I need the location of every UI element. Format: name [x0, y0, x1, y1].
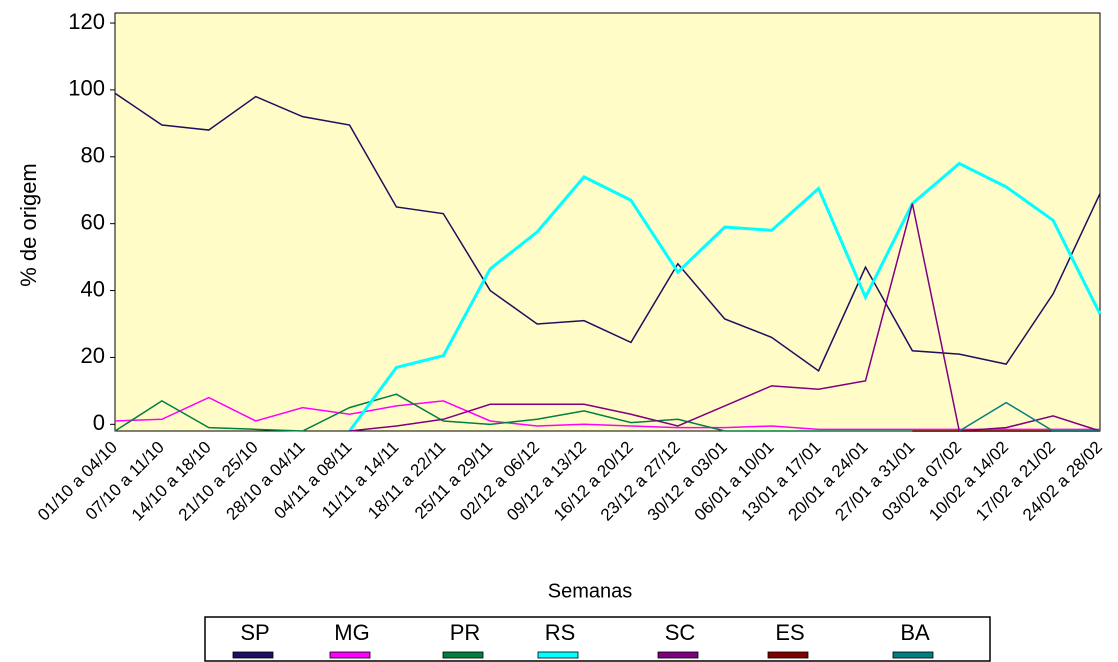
y-tick-label: 120: [68, 9, 105, 34]
legend-label: SP: [240, 620, 269, 645]
legend-swatch: [442, 651, 484, 659]
legend-label: SC: [665, 620, 696, 645]
legend-label: MG: [334, 620, 369, 645]
series-line: [114, 396, 1100, 431]
y-axis-label: % de origem: [16, 163, 41, 287]
legend-swatch: [537, 651, 579, 659]
y-tick-label: 60: [81, 209, 105, 234]
y-tick-label: 80: [81, 143, 105, 168]
series-line: [958, 401, 1100, 432]
y-tick-label: 100: [68, 76, 105, 101]
legend-swatch: [767, 651, 809, 659]
y-tick-label: 20: [81, 343, 105, 368]
legend-box: [204, 616, 991, 662]
x-axis-label: Semanas: [548, 580, 633, 602]
series-line: [348, 161, 1102, 432]
series-line: [114, 92, 1101, 372]
legend-swatch: [329, 651, 371, 659]
legend-swatch: [232, 651, 274, 659]
legend-label: ES: [775, 620, 804, 645]
legend-label: BA: [900, 620, 930, 645]
x-tick-label: 01/10 a 04/10: [34, 438, 121, 525]
y-tick-label: 0: [93, 410, 105, 435]
legend-swatch: [657, 651, 699, 659]
legend-label: RS: [545, 620, 576, 645]
plot-area: [114, 12, 1101, 432]
series-line: [349, 203, 1101, 432]
legend-label: PR: [450, 620, 481, 645]
y-tick-label: 40: [81, 276, 105, 301]
legend-swatch: [892, 651, 934, 659]
